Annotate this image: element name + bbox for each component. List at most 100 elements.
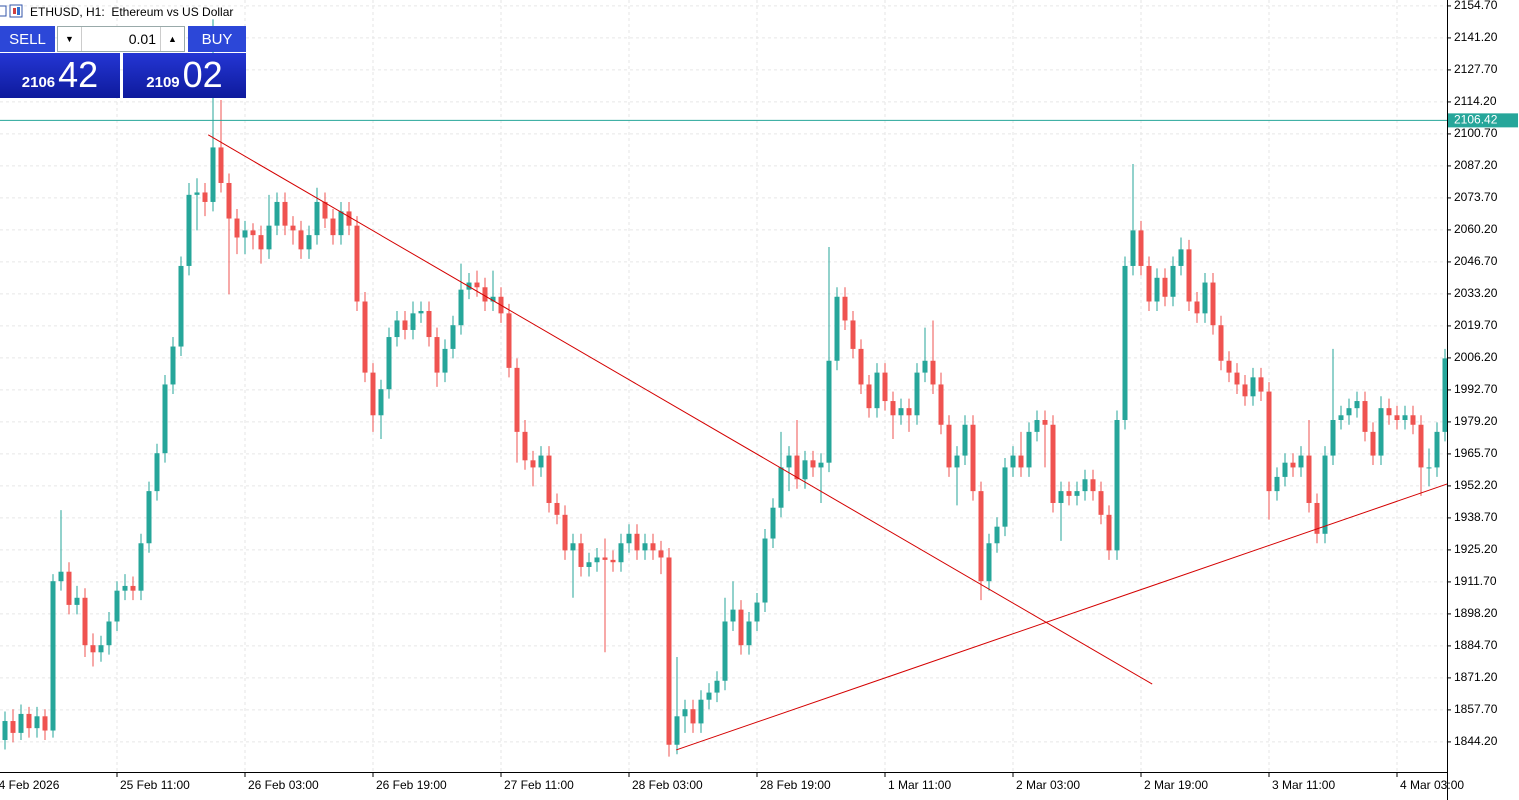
candle-body — [306, 235, 312, 250]
candle-body — [1010, 455, 1016, 468]
candle-body — [154, 453, 160, 492]
trendline — [676, 482, 1450, 751]
candle-body — [754, 602, 760, 622]
candle-body — [946, 424, 952, 468]
candle-body — [1002, 467, 1008, 527]
candle-body — [18, 713, 24, 733]
x-tick-label: 26 Feb 19:00 — [376, 778, 447, 792]
candle-body — [786, 455, 792, 468]
candle-body — [42, 716, 48, 731]
candle-body — [1338, 415, 1344, 421]
trendline — [207, 134, 1153, 685]
candle-body — [1226, 360, 1232, 373]
x-tick-label: 25 Feb 11:00 — [120, 778, 190, 792]
candle-body — [762, 538, 768, 603]
candle-body — [906, 408, 912, 416]
candle-body — [98, 645, 104, 653]
bid-label: 2106.42 — [1454, 113, 1498, 127]
candle-body — [1186, 249, 1192, 302]
y-tick-label: 1884.70 — [1454, 638, 1498, 652]
candle-body — [570, 543, 576, 551]
candle-body — [554, 502, 560, 515]
candle-body — [330, 218, 336, 236]
candle-body — [1346, 408, 1352, 416]
candle-body — [1066, 491, 1072, 496]
candle-body — [202, 192, 208, 202]
candle-body — [386, 337, 392, 390]
candle-body — [922, 360, 928, 373]
sell-button[interactable]: SELL — [0, 26, 55, 52]
y-tick-label: 2141.20 — [1454, 30, 1498, 44]
candle-body — [1114, 420, 1120, 551]
volume-down[interactable]: ▼ — [58, 27, 82, 51]
candle-body — [1242, 384, 1248, 397]
candle-body — [1306, 455, 1312, 503]
bid-label-bg — [1448, 113, 1518, 128]
symbol-title: ETHUSD, H1: Ethereum vs US Dollar — [30, 5, 234, 19]
y-tick-label: 1925.20 — [1454, 542, 1498, 556]
candle-body — [650, 543, 656, 551]
candle-body — [938, 384, 944, 425]
candle-body — [442, 348, 448, 373]
candle-body — [458, 289, 464, 326]
candle-body — [26, 713, 32, 729]
y-tick-label: 1952.20 — [1454, 478, 1498, 492]
price-axis-bg — [1447, 0, 1519, 800]
candle-body — [1202, 282, 1208, 314]
candle-body — [738, 609, 744, 646]
candle-body — [722, 621, 728, 681]
candle-body — [266, 225, 272, 250]
candle-body — [106, 621, 112, 646]
candle-body — [394, 320, 400, 338]
y-tick-label: 1898.20 — [1454, 606, 1498, 620]
candle-body — [578, 543, 584, 567]
candle-body — [914, 372, 920, 416]
candle-body — [418, 310, 424, 314]
x-tick-label: 28 Feb 03:00 — [632, 778, 703, 792]
candle-body — [1282, 462, 1288, 477]
candle-body — [1074, 491, 1080, 496]
y-tick-label: 2033.20 — [1454, 286, 1498, 300]
candle-body — [818, 462, 824, 468]
volume-value[interactable]: 0.01 — [128, 31, 156, 47]
candle-body — [1050, 424, 1056, 503]
candle-body — [210, 147, 216, 202]
buy-price[interactable]: 2109 02 — [123, 53, 246, 98]
y-tick-label: 2073.70 — [1454, 190, 1498, 204]
candle-body — [314, 201, 320, 236]
candle-body — [1138, 230, 1144, 266]
volume-up[interactable]: ▲ — [160, 27, 184, 51]
candle-body — [370, 372, 376, 416]
candle-body — [1298, 455, 1304, 468]
candle-body — [642, 543, 648, 551]
candle-body — [410, 313, 416, 330]
candle-body — [274, 201, 280, 226]
x-tick-label: 2 Mar 03:00 — [1016, 778, 1080, 792]
sell-price-small: 42 — [58, 54, 99, 95]
candle-body — [122, 585, 128, 591]
volume-box: ▼ 0.01 ▲ — [57, 26, 185, 52]
y-tick-label: 1844.20 — [1454, 734, 1498, 748]
candle-body — [626, 533, 632, 544]
candle-body — [162, 384, 168, 454]
candle-body — [2, 721, 8, 741]
candle-body — [682, 709, 688, 717]
candle-body — [1058, 491, 1064, 503]
candle-body — [866, 384, 872, 409]
candle-body — [1378, 408, 1384, 456]
candle-body — [978, 491, 984, 582]
candle-body — [986, 543, 992, 582]
candle-body — [298, 230, 304, 250]
sell-price[interactable]: 2106 42 — [0, 53, 120, 98]
candle-body — [890, 401, 896, 416]
candle-body — [666, 557, 672, 745]
candle-body — [842, 296, 848, 321]
buy-button[interactable]: BUY — [188, 26, 246, 52]
candle-body — [426, 310, 432, 338]
x-tick-label: 26 Feb 03:00 — [248, 778, 319, 792]
candle-body — [242, 230, 248, 238]
candle-body — [586, 562, 592, 567]
candle-body — [346, 211, 352, 226]
candle-body — [322, 201, 328, 219]
candle-body — [634, 533, 640, 551]
